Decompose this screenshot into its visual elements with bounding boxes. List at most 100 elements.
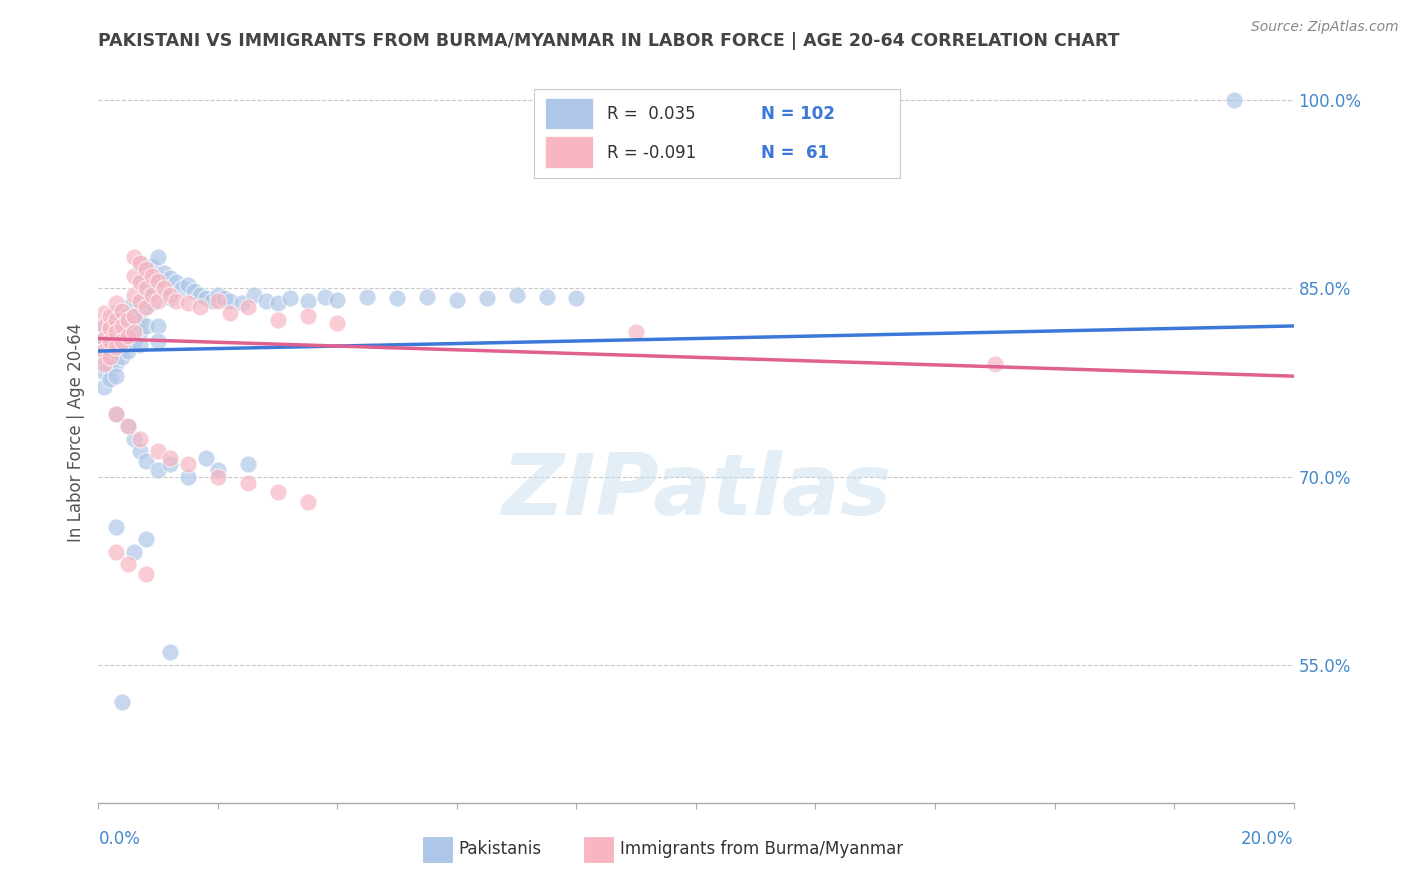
Point [141, 259, 163, 273]
Point [141, 287, 163, 301]
Point [188, 300, 211, 314]
Point [506, 287, 529, 301]
Point [105, 369, 128, 384]
Point [231, 296, 253, 310]
Point [129, 275, 152, 289]
Text: ZIPatlas: ZIPatlas [501, 450, 891, 533]
Point [129, 256, 152, 270]
Point [129, 293, 152, 308]
Point [207, 463, 229, 477]
Point [135, 281, 157, 295]
Point [148, 274, 170, 288]
Point [172, 281, 194, 295]
Point [385, 291, 409, 305]
Point [236, 457, 259, 471]
Point [105, 325, 128, 339]
Point [93, 365, 115, 379]
Point [135, 284, 157, 298]
Point [117, 300, 139, 314]
Point [129, 256, 152, 270]
Point [135, 262, 157, 277]
Point [141, 278, 163, 293]
Point [124, 309, 146, 323]
Point [177, 469, 200, 483]
Point [188, 287, 211, 301]
Point [446, 293, 468, 307]
Point [297, 309, 319, 323]
Point [207, 293, 229, 308]
Point [129, 293, 152, 308]
Point [207, 287, 229, 301]
Point [117, 344, 139, 359]
Point [135, 300, 157, 314]
Point [105, 296, 128, 310]
Bar [546, 98, 593, 129]
Y-axis label: In Labor Force | Age 20-64: In Labor Force | Age 20-64 [66, 323, 84, 542]
Point [129, 432, 152, 446]
Point [135, 567, 157, 582]
Point [219, 293, 242, 308]
Point [111, 312, 134, 326]
Point [297, 293, 319, 308]
Point [98, 334, 122, 348]
Point [93, 318, 115, 333]
Point [93, 306, 115, 320]
Point [117, 419, 139, 434]
Point [111, 695, 134, 709]
Point [93, 344, 115, 359]
Point [254, 293, 277, 308]
Point [267, 312, 290, 326]
Point [117, 312, 139, 326]
Point [111, 304, 134, 318]
Point [153, 287, 176, 301]
Point [177, 277, 200, 292]
Point [111, 338, 134, 352]
Text: PAKISTANI VS IMMIGRANTS FROM BURMA/MYANMAR IN LABOR FORCE | AGE 20-64 CORRELATIO: PAKISTANI VS IMMIGRANTS FROM BURMA/MYANM… [98, 32, 1121, 50]
Text: N =  61: N = 61 [761, 144, 830, 161]
Point [93, 380, 115, 394]
Point [243, 287, 266, 301]
Point [105, 407, 128, 421]
Point [105, 318, 128, 333]
Bar [546, 136, 593, 168]
Point [201, 293, 224, 308]
Point [124, 268, 146, 283]
Point [159, 450, 181, 465]
Point [124, 321, 146, 335]
Point [148, 334, 170, 348]
Point [207, 469, 229, 483]
Point [219, 306, 242, 320]
Point [267, 296, 290, 310]
Point [129, 275, 152, 289]
Point [177, 457, 200, 471]
Text: N = 102: N = 102 [761, 105, 835, 123]
Point [111, 334, 134, 348]
Point [326, 293, 349, 307]
Point [105, 344, 128, 359]
Point [536, 290, 558, 304]
Point [129, 325, 152, 339]
Point [135, 266, 157, 280]
Point [105, 312, 128, 326]
Text: R = -0.091: R = -0.091 [607, 144, 696, 161]
Point [93, 344, 115, 359]
Point [475, 291, 498, 305]
Point [111, 325, 134, 339]
Point [93, 331, 115, 345]
Point [626, 325, 648, 339]
Point [356, 290, 378, 304]
Point [159, 287, 181, 301]
Point [111, 351, 134, 365]
Point [236, 300, 259, 314]
Point [93, 318, 115, 332]
Point [124, 545, 146, 559]
Point [159, 457, 181, 471]
Point [135, 533, 157, 547]
Point [124, 287, 146, 301]
Point [141, 268, 163, 283]
Point [129, 312, 152, 326]
Point [153, 281, 176, 295]
Text: 0.0%: 0.0% [98, 830, 141, 848]
Point [183, 284, 205, 298]
Point [148, 293, 170, 308]
